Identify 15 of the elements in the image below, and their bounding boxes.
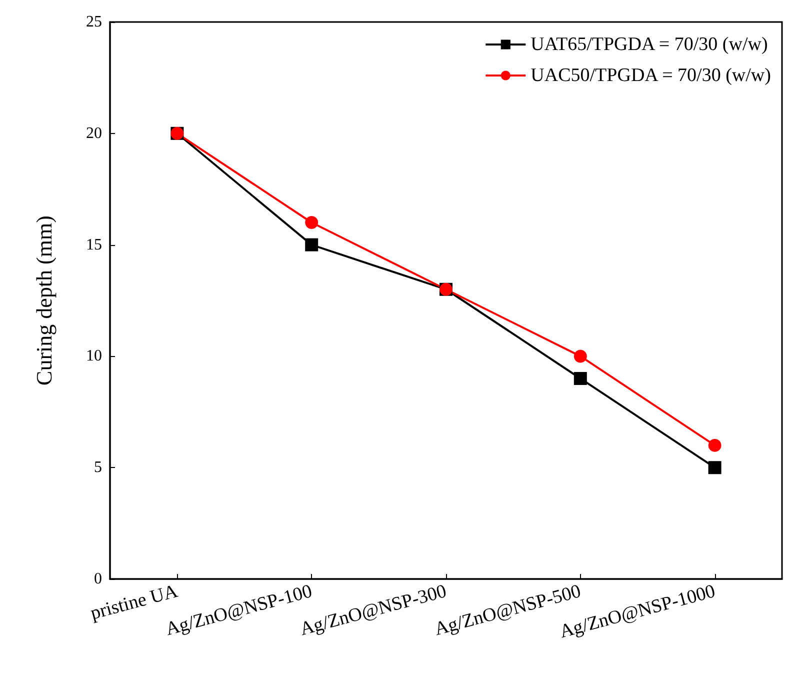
point (574, 350, 587, 363)
point (305, 216, 318, 230)
point (305, 238, 318, 252)
y-axis-title: Curing depth (mm) (32, 216, 56, 386)
legend-label: UAC50/TPGDA = 70/30 (w/w) (530, 65, 771, 86)
y-tick-label: 0 (94, 570, 102, 588)
y-tick-label: 5 (94, 459, 102, 476)
point (708, 461, 722, 474)
y-tick-label: 20 (86, 124, 102, 142)
y-tick-label: 10 (86, 348, 102, 365)
legend-label: UAT65/TPGDA = 70/30 (w/w) (530, 34, 768, 55)
point (708, 438, 722, 452)
y-tick-label: 25 (86, 14, 102, 30)
point (574, 372, 587, 385)
y-tick-label: 15 (86, 236, 102, 254)
